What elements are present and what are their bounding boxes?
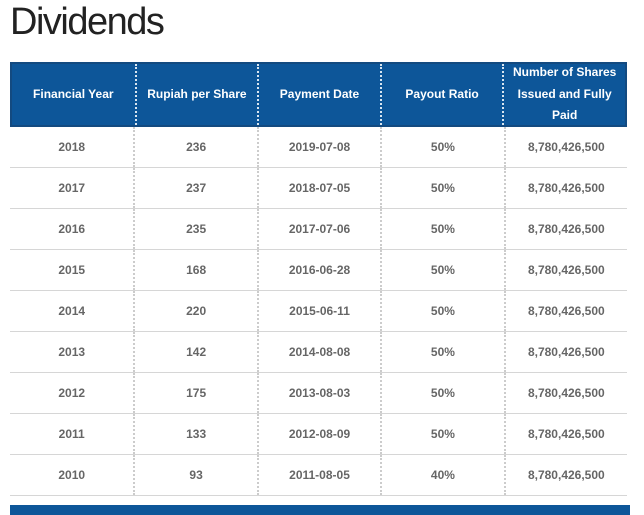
cell-payment-date: 2017-07-06 bbox=[256, 209, 380, 249]
table-body: 2018 236 2019-07-08 50% 8,780,426,500 2017 237… bbox=[10, 127, 627, 496]
cell-shares: 8,780,426,500 bbox=[503, 127, 627, 167]
cell-shares: 8,780,426,500 bbox=[503, 373, 627, 413]
cell-payout-ratio: 50% bbox=[380, 373, 503, 413]
cell-rupiah-per-share: 168 bbox=[133, 250, 256, 290]
table-row: 2016 235 2017-07-06 50% 8,780,426,500 bbox=[10, 209, 627, 250]
cell-rupiah-per-share: 133 bbox=[133, 414, 256, 454]
dividends-table: Financial Year Rupiah per Share Payment … bbox=[10, 62, 627, 496]
page-title: Dividends bbox=[10, 1, 165, 43]
cell-shares: 8,780,426,500 bbox=[503, 332, 627, 372]
cell-payout-ratio: 40% bbox=[380, 455, 503, 495]
table-row: 2015 168 2016-06-28 50% 8,780,426,500 bbox=[10, 250, 627, 291]
header-cell-shares-issued: Number of Shares Issued and Fully Paid bbox=[502, 64, 625, 125]
cell-shares: 8,780,426,500 bbox=[503, 291, 627, 331]
table-row: 2014 220 2015-06-11 50% 8,780,426,500 bbox=[10, 291, 627, 332]
cell-shares: 8,780,426,500 bbox=[503, 250, 627, 290]
cell-payout-ratio: 50% bbox=[380, 291, 503, 331]
header-cell-financial-year: Financial Year bbox=[33, 86, 114, 101]
header-cell-payout-ratio: Payout Ratio bbox=[379, 64, 503, 125]
table-row: 2010 93 2011-08-05 40% 8,780,426,500 bbox=[10, 455, 627, 496]
cell-year: 2017 bbox=[58, 181, 86, 195]
cell-rupiah-per-share: 235 bbox=[133, 209, 256, 249]
header-cell-payment-date: Payment Date bbox=[257, 64, 380, 125]
cell-payment-date: 2019-07-08 bbox=[256, 127, 380, 167]
cell-shares: 8,780,426,500 bbox=[503, 209, 627, 249]
cell-payment-date: 2018-07-05 bbox=[256, 168, 380, 208]
cell-shares: 8,780,426,500 bbox=[503, 455, 627, 495]
table-row: 2011 133 2012-08-09 50% 8,780,426,500 bbox=[10, 414, 627, 455]
cell-payment-date: 2013-08-03 bbox=[256, 373, 380, 413]
cell-rupiah-per-share: 93 bbox=[133, 455, 256, 495]
cell-payout-ratio: 50% bbox=[380, 332, 503, 372]
cell-payout-ratio: 50% bbox=[380, 250, 503, 290]
table-row: 2013 142 2014-08-08 50% 8,780,426,500 bbox=[10, 332, 627, 373]
cell-year: 2016 bbox=[58, 222, 86, 236]
cell-year: 2010 bbox=[58, 468, 86, 482]
header-cell-rupiah-per-share: Rupiah per Share bbox=[134, 64, 258, 125]
table-header-row: Financial Year Rupiah per Share Payment … bbox=[10, 62, 627, 127]
cell-year: 2015 bbox=[58, 263, 86, 277]
cell-payment-date: 2011-08-05 bbox=[256, 455, 380, 495]
cell-payment-date: 2014-08-08 bbox=[256, 332, 380, 372]
table-row: 2012 175 2013-08-03 50% 8,780,426,500 bbox=[10, 373, 627, 414]
cell-rupiah-per-share: 142 bbox=[133, 332, 256, 372]
cell-year: 2014 bbox=[58, 304, 86, 318]
cell-payout-ratio: 50% bbox=[380, 414, 503, 454]
cell-year: 2011 bbox=[58, 427, 85, 441]
cell-payout-ratio: 50% bbox=[380, 209, 503, 249]
cell-shares: 8,780,426,500 bbox=[503, 414, 627, 454]
cell-rupiah-per-share: 237 bbox=[133, 168, 256, 208]
cell-payout-ratio: 50% bbox=[380, 168, 503, 208]
cell-payout-ratio: 50% bbox=[380, 127, 503, 167]
cell-year: 2013 bbox=[58, 345, 86, 359]
cell-rupiah-per-share: 236 bbox=[133, 127, 256, 167]
cell-shares: 8,780,426,500 bbox=[503, 168, 627, 208]
cell-rupiah-per-share: 175 bbox=[133, 373, 256, 413]
table-row: 2018 236 2019-07-08 50% 8,780,426,500 bbox=[10, 127, 627, 168]
cell-rupiah-per-share: 220 bbox=[133, 291, 256, 331]
table-row: 2017 237 2018-07-05 50% 8,780,426,500 bbox=[10, 168, 627, 209]
cell-year: 2018 bbox=[58, 140, 86, 154]
cell-year: 2012 bbox=[58, 386, 86, 400]
cell-payment-date: 2016-06-28 bbox=[256, 250, 380, 290]
cell-payment-date: 2012-08-09 bbox=[256, 414, 380, 454]
next-section-header-bar bbox=[10, 505, 630, 515]
cell-payment-date: 2015-06-11 bbox=[256, 291, 380, 331]
